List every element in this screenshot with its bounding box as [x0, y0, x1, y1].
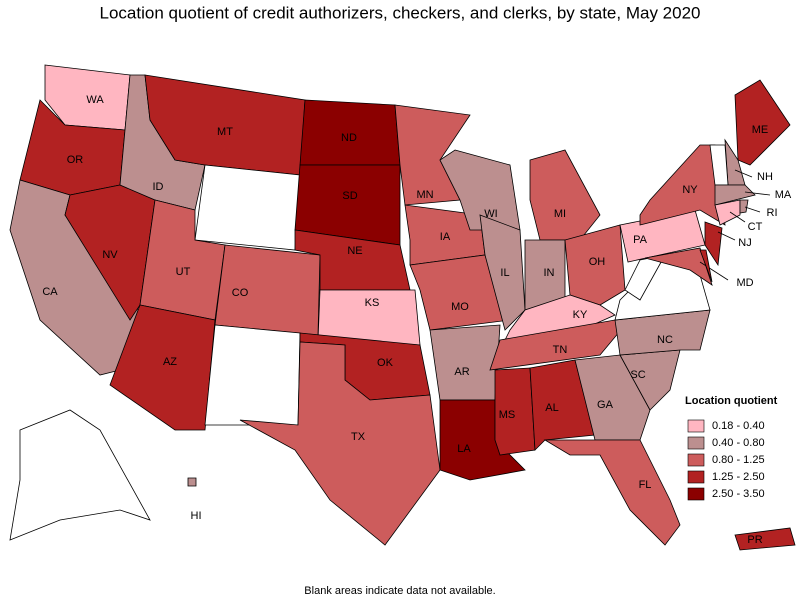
state-label: NY	[682, 184, 698, 196]
state	[529, 149, 601, 241]
leader-line	[729, 211, 746, 223]
state-label: ID	[153, 181, 164, 193]
state	[409, 254, 511, 331]
state-label: IN	[544, 267, 555, 279]
state	[239, 341, 441, 546]
state	[734, 79, 791, 166]
state	[439, 149, 521, 231]
state-label: KY	[573, 309, 588, 321]
legend-label: 2.50 - 3.50	[712, 488, 765, 500]
state-label: MO	[451, 301, 469, 313]
state-label: MT	[217, 126, 233, 138]
footnote: Blank areas indicate data not available.	[304, 585, 495, 597]
state-label: OH	[589, 256, 606, 268]
state-label: ME	[752, 124, 769, 136]
state	[429, 324, 501, 401]
states: WA OR CA NV ID MT UT AZ CO ND SD NE KS OK TX MN IA MO AR LA…	[9, 64, 796, 551]
state	[494, 367, 536, 456]
state-label: WI	[484, 208, 497, 220]
state	[714, 184, 756, 206]
state-label: TN	[553, 344, 568, 356]
state-label: NH	[757, 171, 773, 183]
state-label: WA	[86, 94, 104, 106]
legend-swatch	[687, 487, 705, 501]
legend-title: Location quotient	[685, 395, 778, 407]
legend-label: 0.80 - 1.25	[712, 454, 765, 466]
state	[714, 199, 741, 226]
state	[214, 244, 321, 336]
state-label: MA	[775, 189, 792, 201]
state-label: KS	[365, 297, 380, 309]
state	[543, 439, 681, 546]
state	[529, 359, 596, 451]
state-label: PA	[633, 234, 648, 246]
state	[187, 477, 197, 487]
state-label: PR	[747, 534, 762, 546]
leader-line	[744, 191, 771, 196]
state-label: UT	[176, 266, 191, 278]
state-label: AR	[454, 366, 469, 378]
state-label: OR	[67, 154, 84, 166]
legend-swatch	[687, 436, 705, 450]
state-label: SC	[630, 369, 645, 381]
state-label: NE	[347, 245, 362, 257]
state-label: GA	[597, 399, 614, 411]
leader-line	[744, 206, 761, 213]
state	[704, 221, 723, 267]
state	[109, 304, 216, 431]
state-label: RI	[767, 207, 778, 219]
state-label: OK	[377, 357, 394, 369]
legend-swatch	[687, 453, 705, 467]
state	[9, 409, 151, 541]
state-label: CA	[42, 286, 58, 298]
state-label: MI	[554, 208, 566, 220]
state-label: NJ	[738, 237, 751, 249]
state-label: IA	[440, 231, 451, 243]
state-label: CO	[232, 287, 249, 299]
legend-swatch	[687, 470, 705, 484]
state	[194, 164, 301, 251]
state-label: MS	[499, 409, 516, 421]
leader-line	[699, 261, 729, 281]
state	[479, 214, 526, 331]
state-label: ND	[341, 132, 357, 144]
state-label: CT	[748, 221, 763, 233]
state-label: AZ	[163, 356, 177, 368]
legend-label: 0.18 - 0.40	[712, 420, 765, 432]
state-label: SD	[342, 190, 357, 202]
state	[699, 249, 713, 283]
state	[739, 199, 749, 214]
state-label: TX	[351, 431, 366, 443]
state	[734, 527, 796, 551]
state-label: MN	[416, 189, 433, 201]
map-title: Location quotient of credit authorizers,…	[100, 3, 701, 22]
state-label: MD	[736, 277, 753, 289]
leader-line	[734, 169, 753, 178]
state-label: IL	[500, 267, 509, 279]
legend-swatch	[687, 419, 705, 433]
state	[204, 324, 301, 426]
state	[564, 224, 626, 306]
state-label: HI	[191, 510, 202, 522]
legend: 0.18 - 0.40 0.40 - 0.80 0.80 - 1.25 1.25 - …	[687, 419, 765, 501]
leader-line	[717, 231, 736, 241]
state-label: NV	[102, 249, 118, 261]
legend-label: 1.25 - 2.50	[712, 471, 765, 483]
state-label: NC	[657, 334, 673, 346]
state	[489, 319, 626, 371]
state-label: LA	[457, 443, 471, 455]
state-label: AL	[545, 402, 558, 414]
state	[644, 247, 713, 286]
state-label: FL	[639, 479, 652, 491]
legend-label: 0.40 - 0.80	[712, 437, 765, 449]
